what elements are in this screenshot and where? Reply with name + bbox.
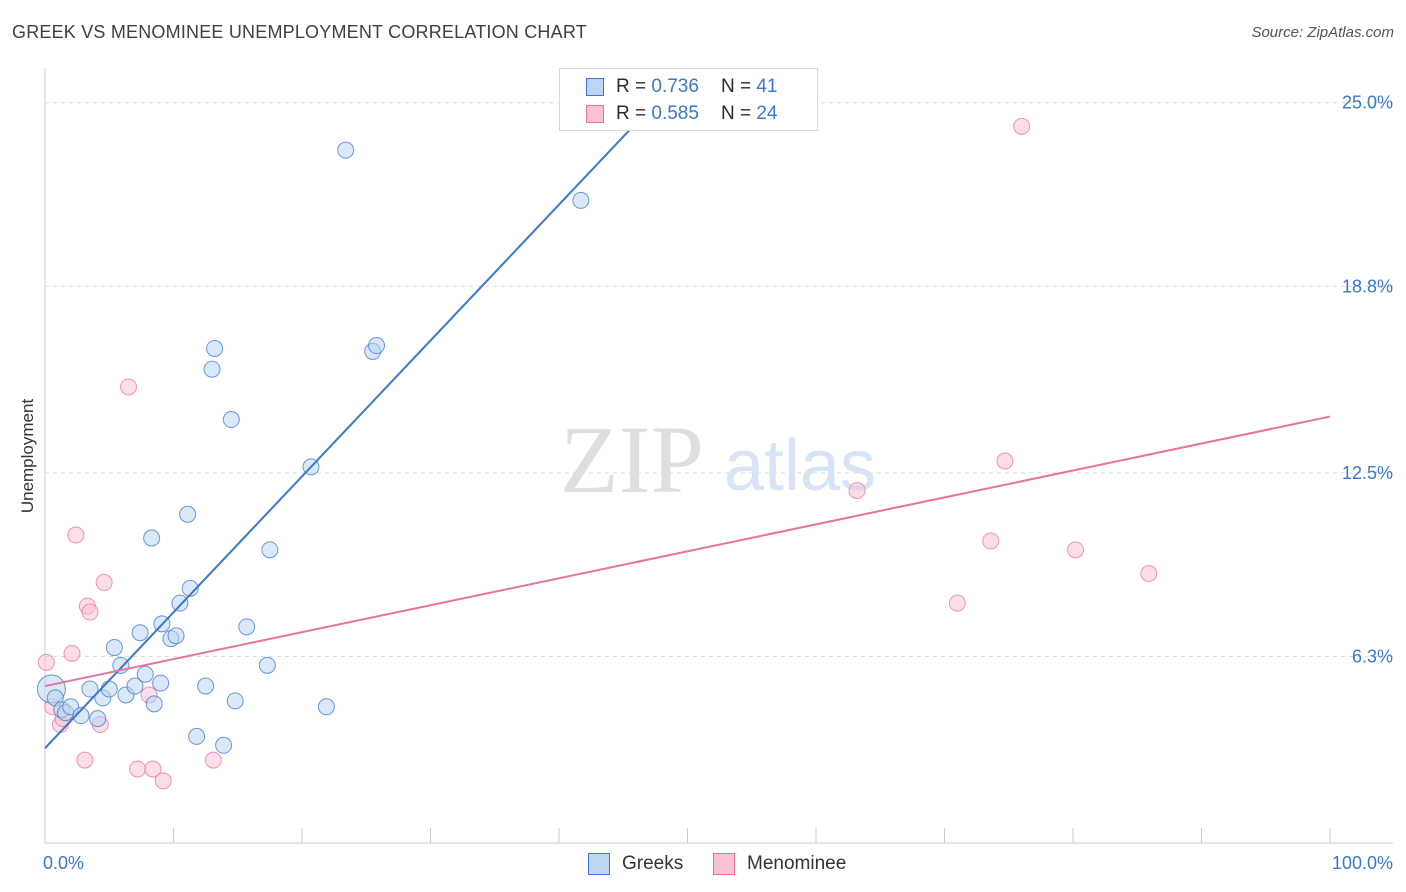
greeks-point <box>81 680 99 698</box>
greeks-point <box>105 639 123 657</box>
greeks-point <box>215 736 233 754</box>
menominee-point <box>81 603 99 621</box>
greeks-point <box>167 627 185 645</box>
greeks-point <box>206 339 224 357</box>
menominee-point <box>204 751 222 769</box>
bottom-legend-swatch-greeks <box>588 853 610 875</box>
greeks-point <box>89 710 107 728</box>
greeks-point <box>181 579 199 597</box>
source-label: Source: ZipAtlas.com <box>1251 24 1394 41</box>
y-tick-label: 6.3% <box>1352 646 1393 666</box>
y-tick-label: 25.0% <box>1342 93 1393 113</box>
menominee-point <box>67 526 85 544</box>
menominee-trend-line <box>44 415 1331 688</box>
menominee-point <box>1013 117 1031 135</box>
legend-n-label: N = <box>720 76 752 97</box>
legend-n-value-menominee: 24 <box>756 103 778 124</box>
menominee-point <box>120 378 138 396</box>
greeks-point <box>337 141 355 159</box>
bottom-legend-label-greeks: Greeks <box>622 853 684 874</box>
menominee-point <box>996 452 1014 470</box>
menominee-point <box>154 772 172 790</box>
menominee-point <box>63 644 81 662</box>
greeks-point <box>572 191 590 209</box>
menominee-point <box>848 482 866 500</box>
legend-row-menominee: R = 0.585 N = 24 <box>586 101 777 127</box>
watermark-zip: ZIP <box>560 406 704 513</box>
gridlines <box>45 102 1393 657</box>
legend-r-value-menominee: 0.585 <box>651 103 699 124</box>
menominee-point <box>948 594 966 612</box>
greeks-point <box>222 411 240 429</box>
greeks-trend-line <box>44 102 657 749</box>
bottom-legend-greeks: Greeks <box>588 852 683 876</box>
x-tick-label-max: 100.0% <box>1332 853 1393 873</box>
trend-lines <box>44 102 1331 749</box>
greeks-point <box>188 727 206 745</box>
x-ticks <box>44 828 1331 843</box>
greeks-point <box>258 656 276 674</box>
menominee-point <box>982 532 1000 550</box>
legend-n-label: N = <box>720 103 752 124</box>
greeks-point <box>203 360 221 378</box>
legend-r-label: R = <box>616 76 647 97</box>
greeks-point <box>179 505 197 523</box>
greeks-point <box>317 698 335 716</box>
greeks-point <box>131 624 149 642</box>
legend-swatch-greeks <box>586 78 604 96</box>
greeks-point <box>171 594 189 612</box>
greeks-point <box>145 695 163 713</box>
watermark: ZIP atlas <box>560 406 876 513</box>
greeks-point <box>72 707 90 725</box>
greeks-point <box>152 674 170 692</box>
bottom-legend-label-menominee: Menominee <box>747 853 847 874</box>
menominee-point <box>37 653 55 671</box>
y-tick-label: 12.5% <box>1342 463 1393 483</box>
y-tick-labels: 6.3% 12.5% 18.8% 25.0% <box>1342 93 1393 667</box>
greeks-point <box>100 680 118 698</box>
axes <box>44 68 1393 844</box>
greeks-point <box>143 529 161 547</box>
legend-row-greeks: R = 0.736 N = 41 <box>586 74 777 100</box>
menominee-point <box>76 751 94 769</box>
legend: R = 0.736 N = 41 R = 0.585 N = 24 <box>559 68 818 131</box>
y-tick-label: 18.8% <box>1342 276 1393 296</box>
greeks-point <box>126 677 144 695</box>
menominee-point <box>1067 541 1085 559</box>
legend-n-value-greeks: 41 <box>756 76 778 97</box>
greeks-point <box>226 692 244 710</box>
greeks-point <box>261 541 279 559</box>
menominee-point <box>129 760 147 778</box>
legend-r-value-greeks: 0.736 <box>651 76 699 97</box>
x-tick-labels: 0.0% 100.0% <box>43 853 1393 873</box>
bottom-legend-swatch-menominee <box>713 853 735 875</box>
chart-title: GREEK VS MENOMINEE UNEMPLOYMENT CORRELAT… <box>12 22 587 42</box>
menominee-point <box>144 760 162 778</box>
greeks-point <box>197 677 215 695</box>
bottom-legend-menominee: Menominee <box>713 852 846 876</box>
legend-r-label: R = <box>616 103 647 124</box>
menominee-point <box>1140 565 1158 583</box>
greeks-point <box>368 337 386 355</box>
menominee-point <box>95 573 113 591</box>
greeks-point <box>238 618 256 636</box>
greeks-point <box>136 665 154 683</box>
greeks-points <box>36 141 590 754</box>
legend-swatch-menominee <box>586 105 604 123</box>
x-tick-label-min: 0.0% <box>43 853 84 873</box>
